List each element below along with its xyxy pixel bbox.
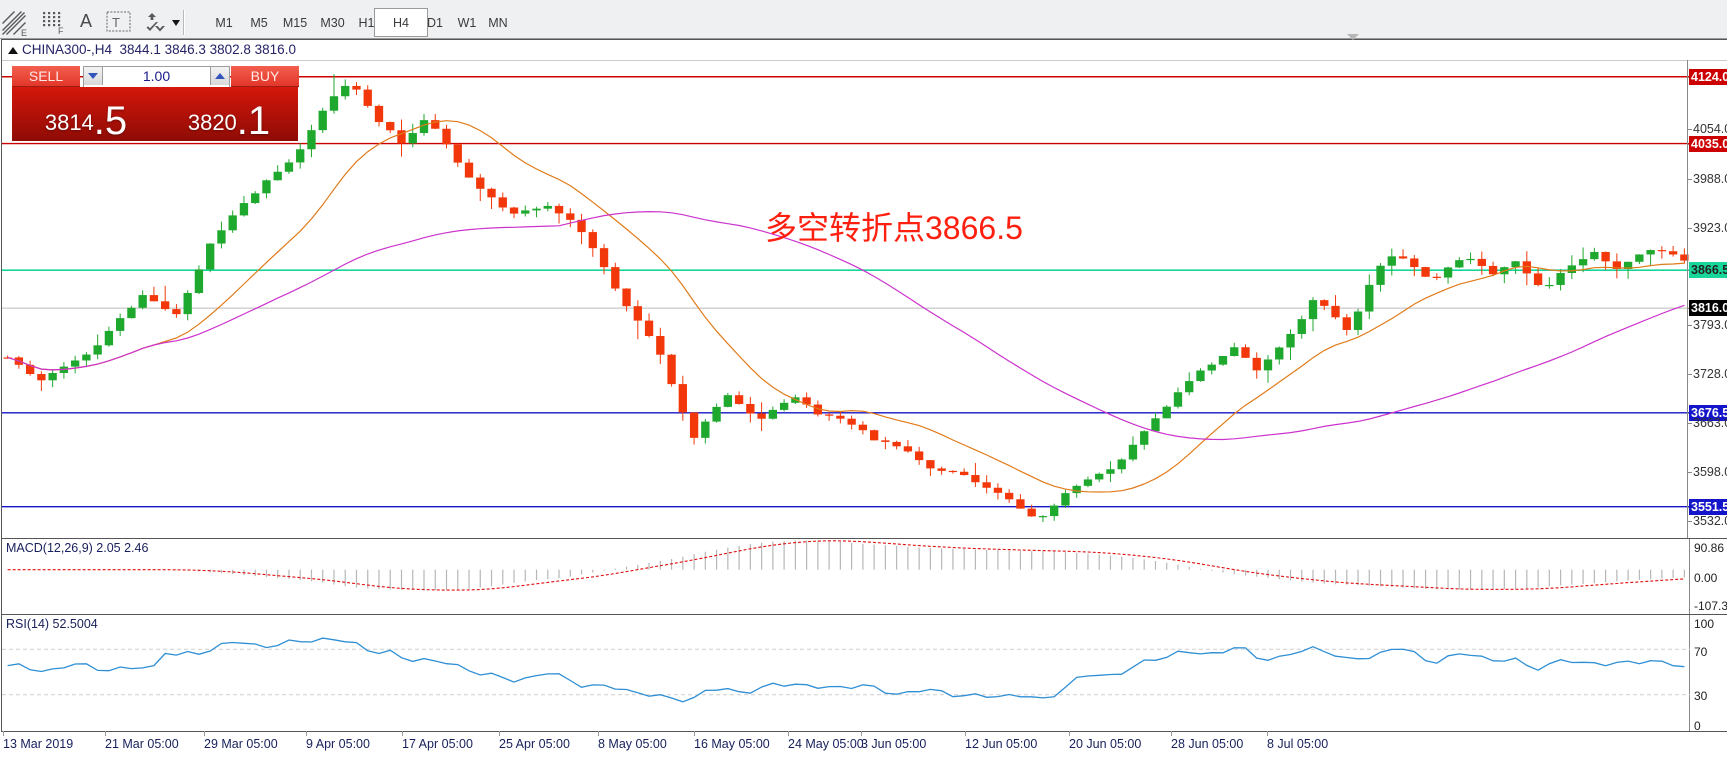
svg-text:E: E	[21, 28, 27, 37]
svg-text:T: T	[112, 15, 120, 30]
svg-text:F: F	[58, 26, 64, 36]
